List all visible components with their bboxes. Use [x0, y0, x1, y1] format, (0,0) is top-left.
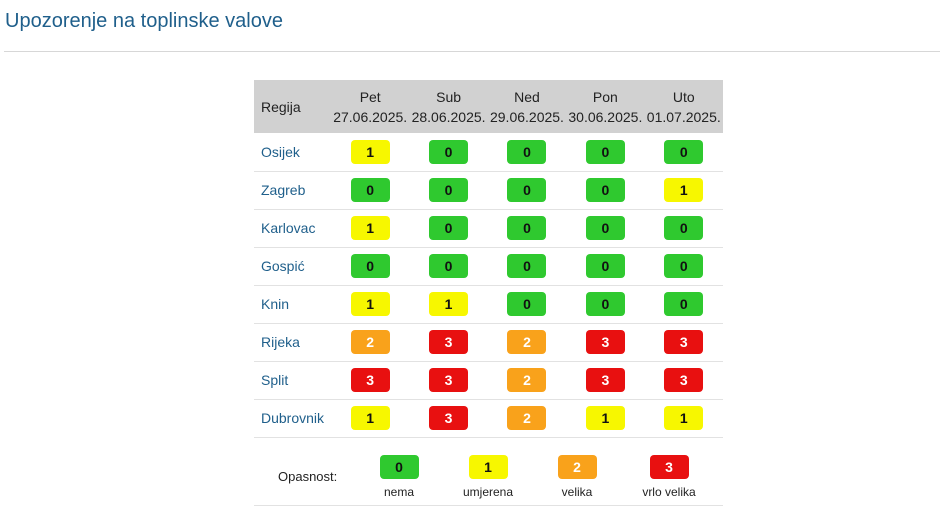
warning-level-badge: 0 — [507, 178, 547, 202]
warning-level-badge: 3 — [429, 406, 469, 430]
warning-level-badge: 3 — [429, 330, 469, 354]
day-name: Pon — [592, 88, 618, 105]
legend-level-text: vrlo velika — [642, 485, 696, 499]
warning-level-badge: 1 — [429, 292, 469, 316]
warning-level-badge: 3 — [429, 368, 469, 392]
table-row: Gospić 0 0 0 0 0 — [254, 247, 723, 285]
warning-level-badge: 0 — [429, 254, 469, 278]
day-date: 30.06.2025. — [568, 108, 643, 125]
warning-level-badge: 0 — [350, 254, 390, 278]
day-column-header: Pet 27.06.2025. — [331, 80, 409, 133]
warning-level-badge: 0 — [664, 254, 704, 278]
warning-level-badge: 1 — [664, 406, 704, 430]
warning-level-badge: 1 — [585, 406, 625, 430]
warning-level-badge: 2 — [350, 330, 390, 354]
day-column-header: Sub 28.06.2025. — [409, 80, 487, 133]
warning-level-badge: 0 — [507, 216, 547, 240]
day-column-header: Ned 29.06.2025. — [488, 80, 566, 133]
warning-level-badge: 0 — [585, 178, 625, 202]
day-name: Sub — [436, 88, 462, 105]
page-title: Upozorenje na toplinske valove — [5, 10, 283, 32]
warning-level-badge: 0 — [664, 216, 704, 240]
region-link-osijek[interactable]: Osijek — [261, 143, 300, 160]
day-column-header: Pon 30.06.2025. — [566, 80, 644, 133]
table-row: Dubrovnik 1 3 2 1 1 — [254, 399, 723, 437]
legend-label: Opasnost: — [278, 469, 338, 484]
region-link-zagreb[interactable]: Zagreb — [261, 182, 306, 198]
region-link-gospic[interactable]: Gospić — [261, 258, 305, 274]
day-date: 28.06.2025. — [411, 108, 486, 125]
legend-level-text: nema — [383, 485, 415, 499]
legend-level-text: umjerena — [462, 485, 514, 499]
warning-level-badge: 3 — [585, 330, 625, 354]
day-date: 01.07.2025. — [646, 108, 721, 125]
warning-level-badge: 1 — [350, 216, 390, 240]
warning-level-badge: 0 — [585, 292, 625, 316]
warning-level-badge: 0 — [664, 139, 704, 164]
legend-level-text: velika — [561, 485, 593, 499]
warning-level-badge: 2 — [507, 368, 547, 392]
day-date: 29.06.2025. — [489, 108, 564, 125]
warning-level-badge: 1 — [350, 292, 390, 316]
table-row: Rijeka 2 3 2 3 3 — [254, 323, 723, 361]
warning-level-badge: 2 — [507, 406, 547, 430]
day-name: Uto — [672, 88, 695, 105]
region-link-split[interactable]: Split — [261, 372, 289, 388]
day-name: Pet — [359, 88, 381, 105]
table-row: Karlovac 1 0 0 0 0 — [254, 209, 723, 247]
warning-level-badge: 0 — [585, 216, 625, 240]
warning-level-badge: 0 — [507, 254, 547, 278]
warning-level-badge: 0 — [350, 178, 390, 202]
legend-item-nema: 0 nema — [354, 455, 444, 499]
warning-level-badge: 0 — [664, 292, 704, 316]
warning-level-badge: 3 — [350, 368, 390, 392]
legend-level-badge: 2 — [557, 455, 597, 479]
day-name: Ned — [514, 88, 540, 105]
warning-level-badge: 3 — [585, 368, 625, 392]
warning-level-badge: 0 — [507, 292, 547, 316]
legend-level-badge: 1 — [468, 455, 508, 479]
warning-level-badge: 0 — [429, 139, 469, 164]
day-date: 27.06.2025. — [333, 108, 408, 125]
warning-level-badge: 0 — [585, 139, 625, 164]
warning-level-badge: 2 — [507, 330, 547, 354]
warning-level-badge: 1 — [664, 178, 704, 202]
warning-level-badge: 3 — [664, 330, 704, 354]
legend-level-badge: 0 — [379, 455, 419, 479]
danger-legend: Opasnost: 0 nema 1 umjerena 2 velika 3 v… — [254, 443, 723, 506]
warning-level-badge: 0 — [585, 254, 625, 278]
legend-item-vrlo-velika: 3 vrlo velika — [624, 455, 714, 499]
warning-level-badge: 1 — [350, 406, 390, 430]
warning-level-badge: 3 — [664, 368, 704, 392]
region-link-karlovac[interactable]: Karlovac — [261, 220, 316, 236]
region-link-rijeka[interactable]: Rijeka — [261, 334, 300, 350]
legend-level-badge: 3 — [649, 455, 689, 479]
warning-level-badge: 0 — [429, 178, 469, 202]
warning-level-badge: 0 — [507, 139, 547, 164]
title-divider — [4, 51, 940, 52]
table-row: Knin 1 1 0 0 0 — [254, 285, 723, 323]
legend-item-velika: 2 velika — [532, 455, 622, 499]
legend-item-umjerena: 1 umjerena — [443, 455, 533, 499]
heatwave-table: Regija Pet 27.06.2025. Sub 28.06.2025. N… — [254, 80, 723, 438]
table-row: Osijek 1 0 0 0 0 — [254, 133, 723, 171]
warning-level-badge: 1 — [350, 139, 390, 164]
table-header-row: Regija Pet 27.06.2025. Sub 28.06.2025. N… — [254, 80, 723, 133]
region-link-dubrovnik[interactable]: Dubrovnik — [261, 410, 325, 426]
table-row: Zagreb 0 0 0 0 1 — [254, 171, 723, 209]
day-column-header: Uto 01.07.2025. — [645, 80, 723, 133]
table-row: Split 3 3 2 3 3 — [254, 361, 723, 399]
region-column-header: Regija — [261, 98, 301, 115]
region-link-knin[interactable]: Knin — [261, 296, 290, 312]
warning-level-badge: 0 — [429, 216, 469, 240]
